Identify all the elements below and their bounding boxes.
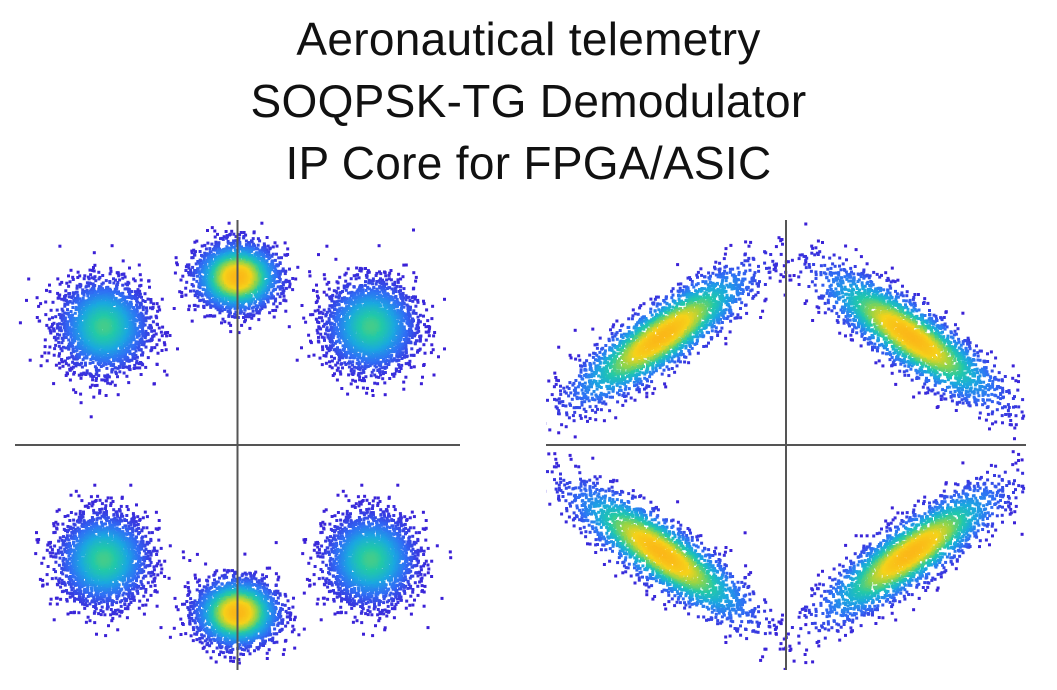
symbol-cluster-left-4 bbox=[34, 483, 201, 638]
symbol-cluster-right-3 bbox=[546, 431, 808, 670]
constellation-plot-right bbox=[546, 220, 1026, 670]
title-line-2: SOQPSK-TG Demodulator bbox=[0, 70, 1057, 132]
constellation-plot-left bbox=[15, 220, 460, 670]
title-block: Aeronautical telemetry SOQPSK-TG Demodul… bbox=[0, 8, 1057, 194]
title-line-3: IP Core for FPGA/ASIC bbox=[0, 132, 1057, 194]
symbol-cluster-right-1 bbox=[546, 222, 808, 432]
symbol-cluster-right-2 bbox=[774, 236, 1026, 462]
symbol-cluster-right-4 bbox=[774, 450, 1026, 664]
title-line-1: Aeronautical telemetry bbox=[0, 8, 1057, 70]
symbol-cluster-left-3 bbox=[294, 228, 446, 397]
symbol-cluster-left-6 bbox=[301, 483, 453, 638]
symbol-cluster-left-1 bbox=[18, 244, 179, 419]
symbol-cluster-left-2 bbox=[173, 221, 326, 335]
constellation-svg-left bbox=[15, 220, 460, 670]
constellation-svg-right bbox=[546, 220, 1026, 670]
